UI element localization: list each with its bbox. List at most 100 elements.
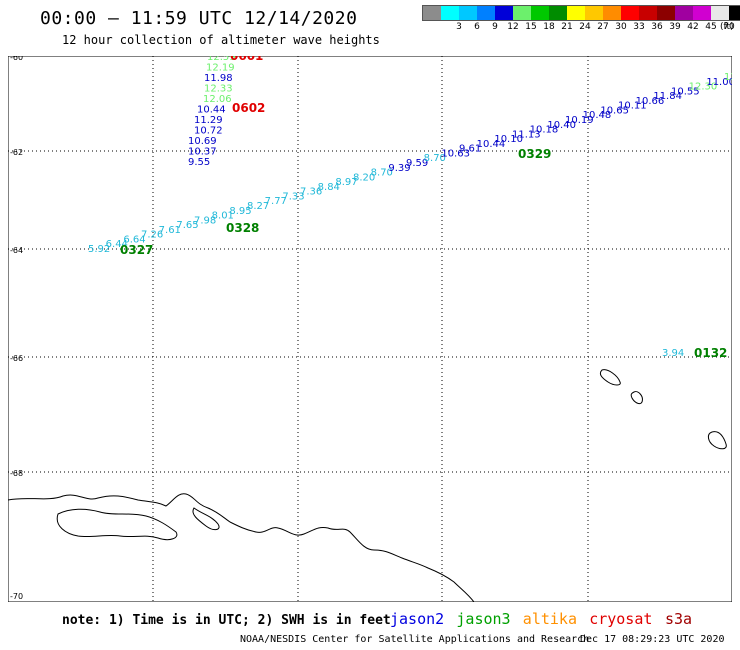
wave-height-label: 12.19 <box>206 63 235 74</box>
wave-height-label: 8.95 <box>229 206 251 217</box>
satellite-jason2: jason2 <box>390 610 445 628</box>
legend-tick-label: 27 <box>597 22 609 32</box>
wave-height-label: 6.44 <box>106 239 128 250</box>
wave-height-label: 10.44 <box>197 105 226 116</box>
wave-height-label: 10.72 <box>194 126 223 137</box>
wave-height-label: 11.98 <box>204 73 233 84</box>
wave-height-label: 10.48 <box>583 110 612 121</box>
wave-height-label: 10.44 <box>477 139 506 150</box>
wave-height-label: 10.69 <box>188 136 217 147</box>
legend-swatch <box>711 6 729 20</box>
wave-height-label: 3.94 <box>662 348 684 359</box>
wave-height-label: 8.97 <box>335 177 357 188</box>
wave-height-label: 11.84 <box>653 91 682 102</box>
wave-height-label: 9.59 <box>406 158 428 169</box>
graticule: -60-62-64-66-68-70150153156159162165 <box>8 56 732 602</box>
pass-time-label: 0132 <box>694 346 727 360</box>
altimeter-tracks: 12.5912.1911.9812.3312.0610.4411.2910.72… <box>88 56 732 360</box>
wave-height-label: 10.40 <box>547 120 576 131</box>
map-subtitle: 12 hour collection of altimeter wave hei… <box>62 33 380 47</box>
wave-height-label: 9.61 <box>459 144 481 155</box>
wave-height-label: 9.55 <box>188 157 210 168</box>
legend-swatch <box>657 6 675 20</box>
legend-swatch <box>675 6 693 20</box>
legend-tick-label: 42 <box>687 22 699 32</box>
legend-tick-label: 21 <box>561 22 573 32</box>
wave-height-label: 10.10 <box>494 134 523 145</box>
wave-height-label: 10.37 <box>188 147 217 158</box>
legend-tick-label: 15 <box>525 22 537 32</box>
legend-swatch <box>729 6 740 20</box>
wave-height-label: 10.55 <box>671 86 700 97</box>
wave-height-label: 8.84 <box>318 182 340 193</box>
lat-label: -70 <box>10 592 23 601</box>
pass-time-label: 0327 <box>120 243 153 257</box>
legend-tick-label: 18 <box>543 22 555 32</box>
wave-height-label: 6.64 <box>123 234 145 245</box>
wave-height-label: 8.01 <box>212 211 234 222</box>
wave-height-label: 8.20 <box>353 172 375 183</box>
legend-swatch <box>459 6 477 20</box>
legend-tick-label: 9 <box>492 22 498 32</box>
wave-height-label: 10.19 <box>565 115 594 126</box>
wave-height-label: 8.70 <box>371 168 393 179</box>
color-legend-bar <box>422 5 740 21</box>
footer-note: note: 1) Time is in UTC; 2) SWH is in fe… <box>62 613 391 628</box>
legend-swatch <box>477 6 495 20</box>
legend-tick-label: 6 <box>474 22 480 32</box>
wave-height-label: 7.98 <box>194 215 216 226</box>
legend-swatch <box>495 6 513 20</box>
wave-height-label: 8.27 <box>247 201 269 212</box>
legend-tick-label: 3 <box>456 22 462 32</box>
pass-time-label: 0328 <box>226 221 259 235</box>
wave-height-label: 12.33 <box>204 84 233 95</box>
wave-height-label: 10.11 <box>618 101 647 112</box>
legend-tick-label: 70 <box>723 22 735 32</box>
wave-height-label: 10.63 <box>441 148 470 159</box>
legend-swatch <box>423 6 441 20</box>
legend-tick-label: 24 <box>579 22 591 32</box>
lat-label: -64 <box>10 246 23 255</box>
wave-height-label: 8.70 <box>424 153 446 164</box>
wave-height-label: 12.06 <box>203 94 232 105</box>
satellite-altika: altika <box>522 610 577 628</box>
satellite-s3a: s3a <box>665 610 693 628</box>
legend-tick-label: 39 <box>669 22 681 32</box>
wave-height-label: 7.61 <box>159 225 181 236</box>
map-frame <box>8 56 732 602</box>
wave-height-label: 7.65 <box>176 220 198 231</box>
legend-tick-label: 36 <box>651 22 663 32</box>
legend-swatch <box>693 6 711 20</box>
island-1 <box>599 369 621 386</box>
wave-height-label: 12.30 <box>689 82 718 93</box>
wave-height-label: 10.65 <box>600 105 629 116</box>
island-2 <box>630 391 643 405</box>
lat-label: -66 <box>10 354 23 363</box>
map-plot: -60-62-64-66-68-70150153156159162165 12.… <box>8 56 732 602</box>
legend-swatch <box>621 6 639 20</box>
satellite-cryosat: cryosat <box>589 610 653 628</box>
lat-label: -68 <box>10 469 23 478</box>
timestamp-text: Dec 17 08:29:23 UTC 2020 <box>580 634 725 645</box>
legend-swatch <box>549 6 567 20</box>
legend-swatch <box>441 6 459 20</box>
legend-swatch <box>585 6 603 20</box>
pass-time-label: 0601 <box>230 56 263 63</box>
map-title: 00:00 – 11:59 UTC 12/14/2020 <box>40 8 358 29</box>
legend-tick-label: 33 <box>633 22 645 32</box>
wave-height-label: 11.00 <box>706 77 732 88</box>
wave-height-label: 7.36 <box>300 187 322 198</box>
wave-height-label: 7.77 <box>265 196 287 207</box>
satellite-jason3: jason3 <box>456 610 511 628</box>
legend-swatch <box>531 6 549 20</box>
credit-text: NOAA/NESDIS Center for Satellite Applica… <box>240 634 590 645</box>
pass-time-label: 0602 <box>232 101 265 115</box>
coastline-island <box>192 507 220 531</box>
legend-tick-label: 30 <box>615 22 627 32</box>
wave-height-label: 12 <box>724 72 732 83</box>
wave-height-label: 10.18 <box>530 125 559 136</box>
wave-height-label: 10.66 <box>636 96 665 107</box>
island-3 <box>707 431 727 450</box>
wave-height-label: 9.39 <box>388 163 410 174</box>
wave-height-label: 7.26 <box>141 230 163 241</box>
